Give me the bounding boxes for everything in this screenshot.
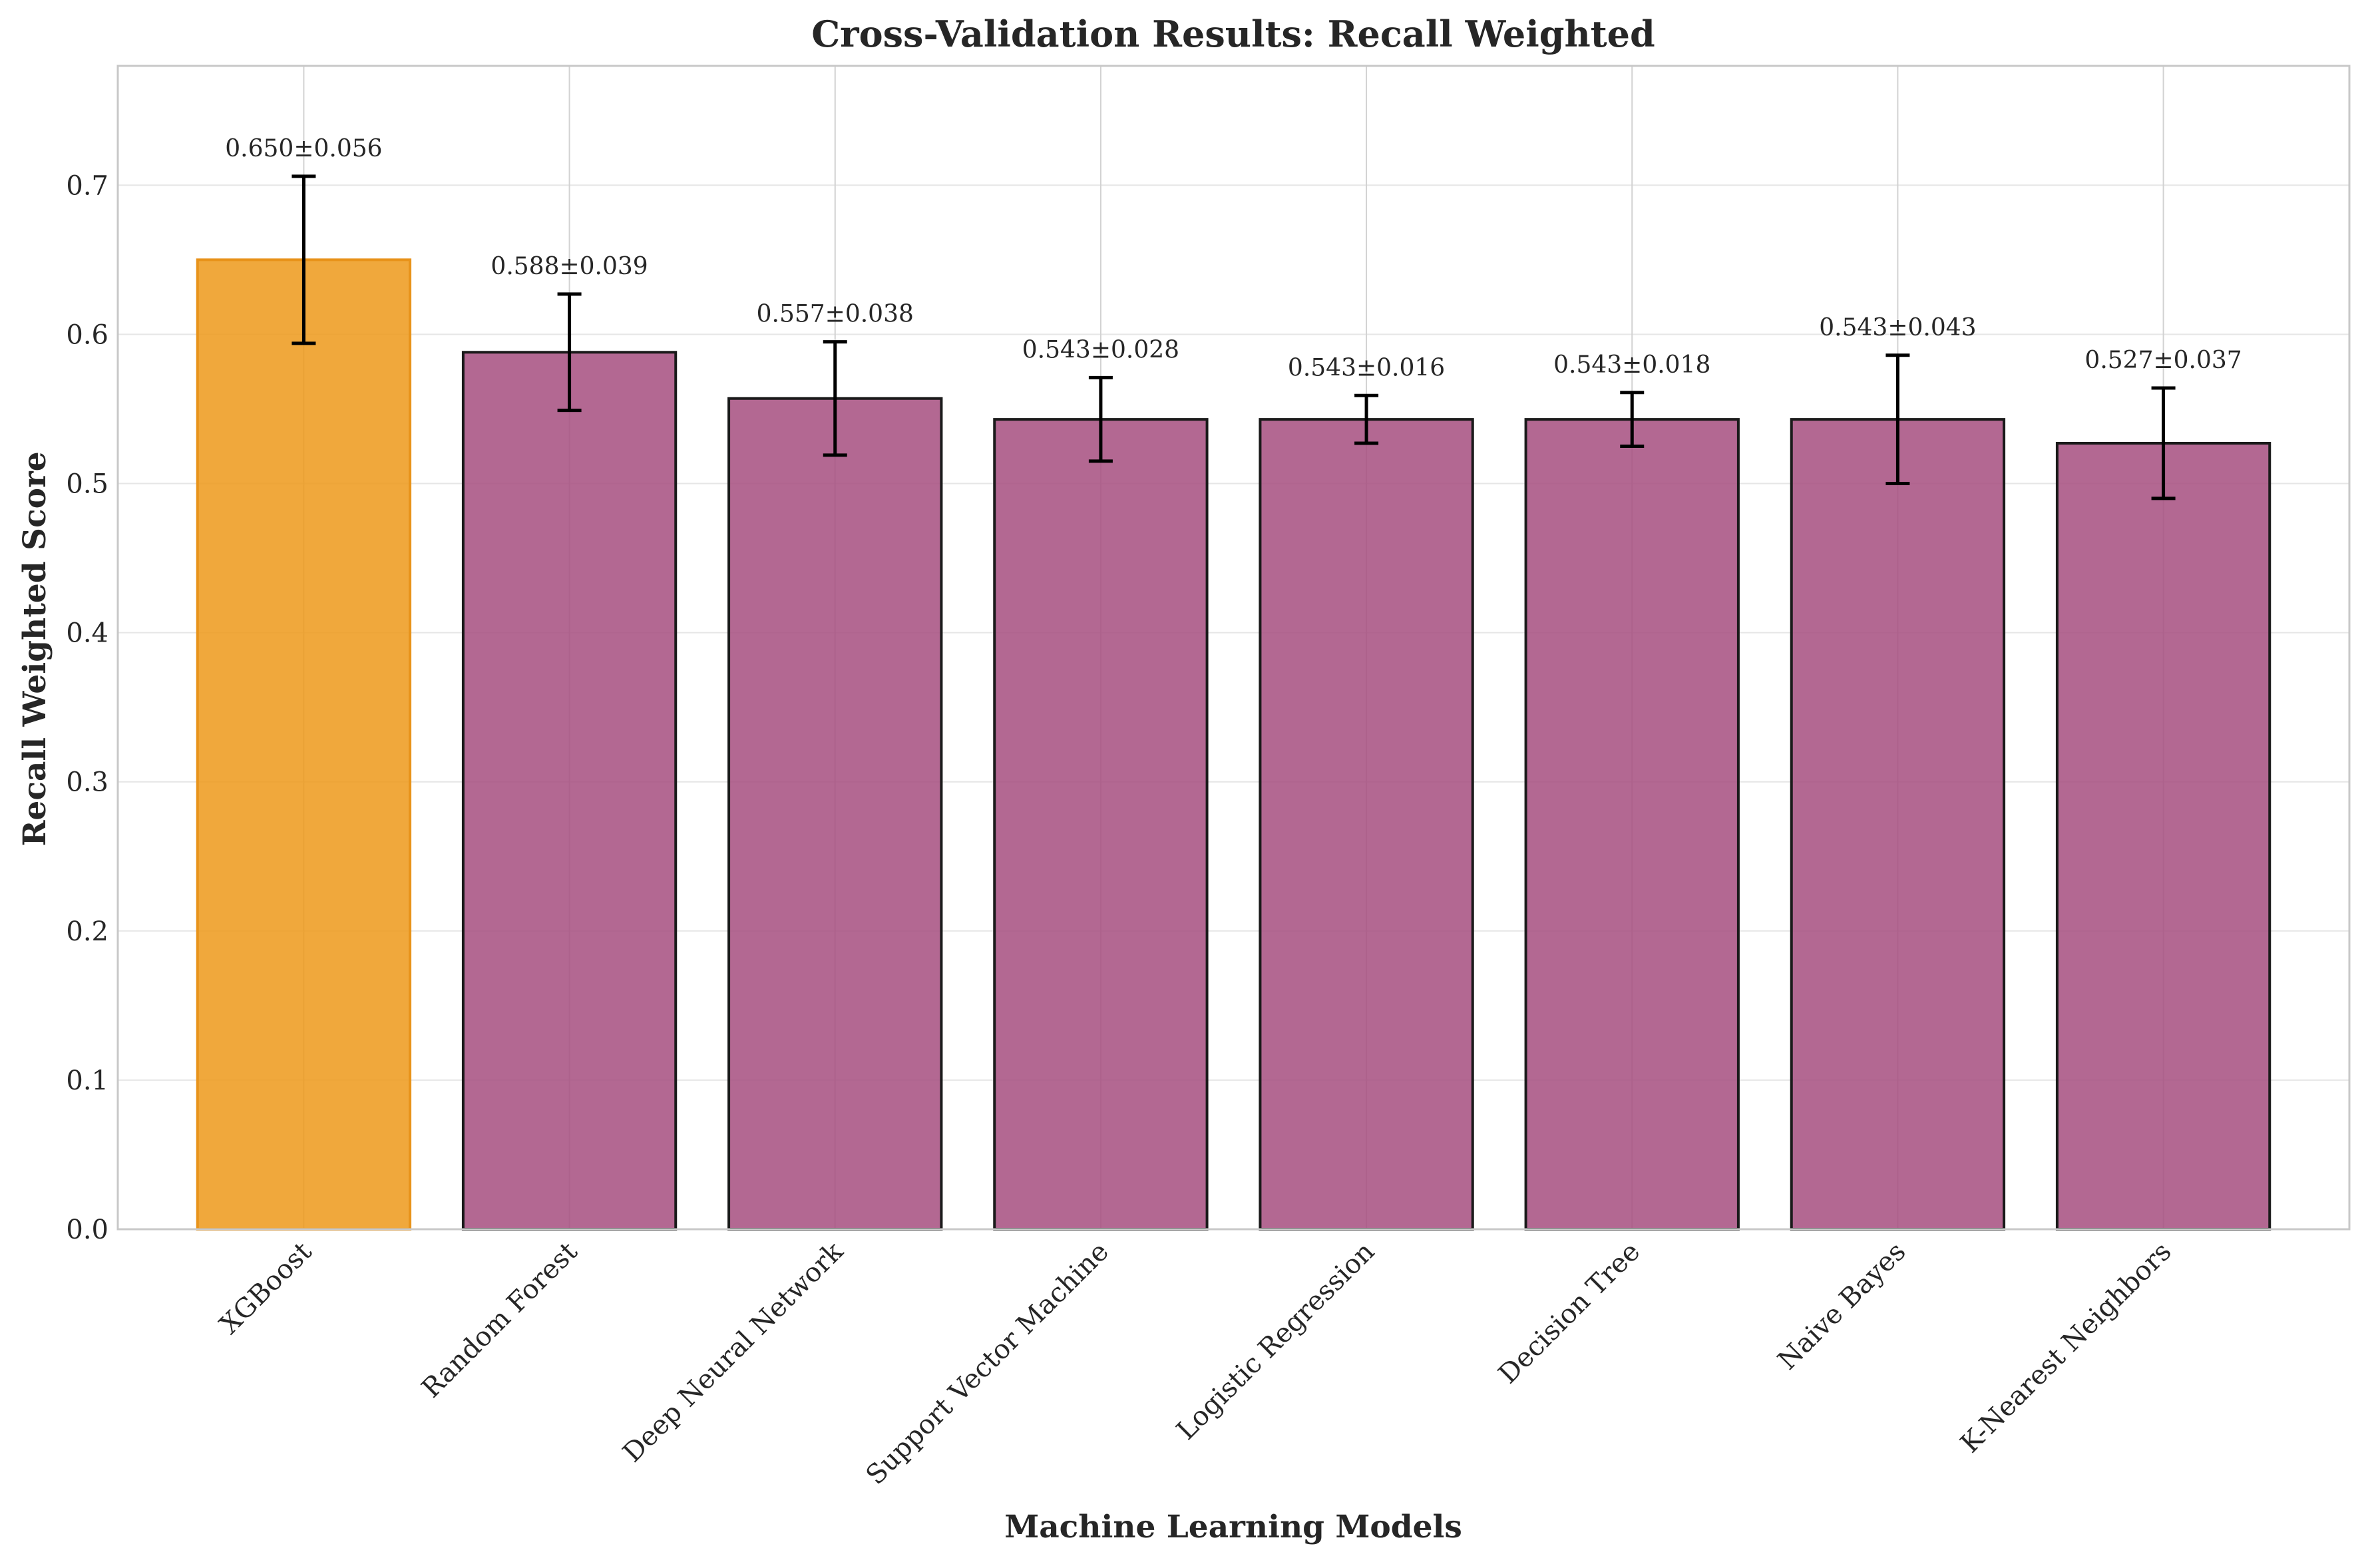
bar [461,351,678,1231]
y-tick-label: 0.1 [66,1066,108,1096]
data-label: 0.527±0.037 [2084,347,2242,374]
data-label: 0.557±0.038 [757,301,914,328]
data-label: 0.650±0.056 [225,135,382,162]
y-tick-label: 0.3 [66,767,108,798]
data-label: 0.588±0.039 [491,253,648,280]
chart-title: Cross-Validation Results: Recall Weighte… [811,13,1655,55]
y-tick-label: 0.0 [66,1215,108,1245]
error-bar-layer [292,174,2176,500]
bar [727,397,943,1231]
bar [1790,418,2006,1231]
y-tick-label: 0.4 [66,618,108,649]
bar [1259,418,1474,1231]
data-label-layer: 0.650±0.056 0.588±0.039 0.557±0.038 0.543±0… [225,135,2242,381]
bar [2055,441,2271,1231]
x-axis-label: Machine Learning Models [1004,1509,1462,1545]
data-label: 0.543±0.018 [1553,351,1710,379]
y-tick-layer: 0.0 0.1 0.2 0.3 0.4 0.5 0.6 0.7 [66,170,108,1245]
bar-highlighted [196,258,412,1231]
y-tick-label: 0.7 [66,170,108,201]
y-axis-label: Recall Weighted Score [17,451,53,846]
data-label: 0.543±0.016 [1288,354,1445,381]
axes-frame [116,65,2351,1231]
y-tick-label: 0.5 [66,469,108,499]
data-label: 0.543±0.028 [1022,336,1179,363]
y-tick-label: 0.2 [66,916,108,947]
data-label: 0.543±0.043 [1819,314,1976,341]
y-tick-label: 0.6 [66,319,108,350]
bar [993,418,1209,1231]
bar [1524,418,1740,1231]
